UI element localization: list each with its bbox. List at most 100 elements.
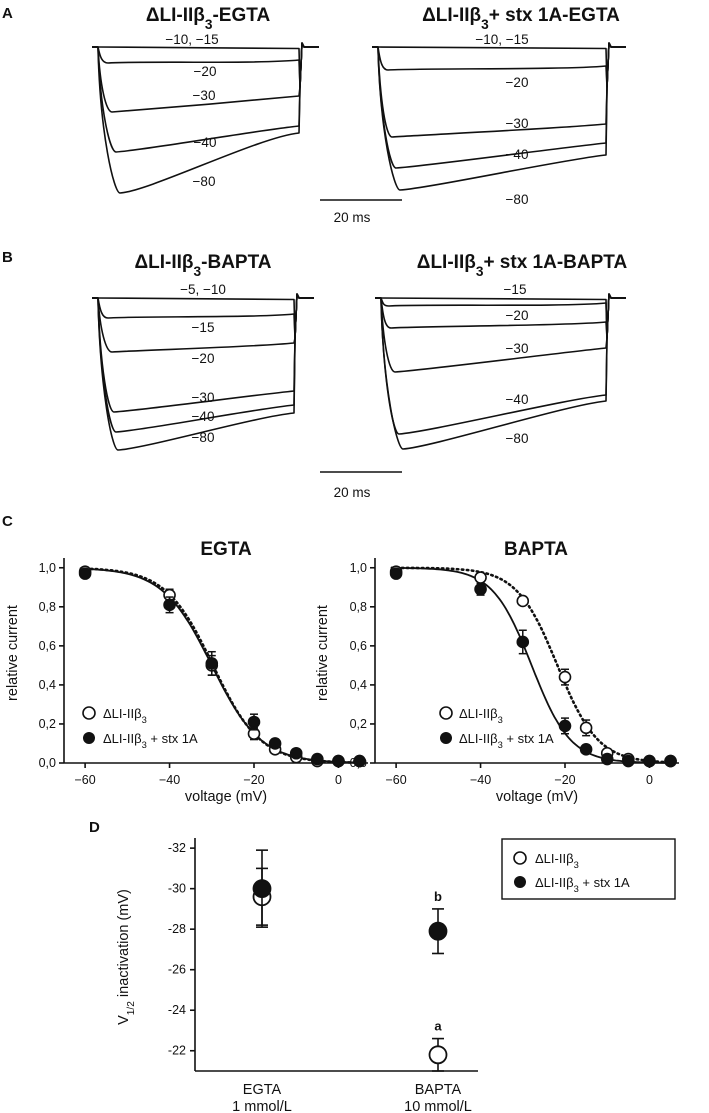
legend-label-filled-d: ΔLI-IIβ3 + stx 1A (535, 875, 630, 894)
bapta-point-filled (643, 754, 656, 768)
bapta-x-tick-label: −20 (554, 773, 575, 787)
egta-stx-trace-2 (372, 42, 626, 88)
legend-label-filled-egta: ΔLI-IIβ3 + stx 1A (103, 731, 198, 750)
bapta-stx-trace-5 (375, 293, 626, 435)
trace-title-egta-stx-text: ΔLI-IIβ3+ stx 1A-EGTA (422, 5, 620, 32)
egta-point-filled (332, 754, 345, 768)
y-axis-label-vhalf: V1/2 inactivation (mV) (116, 889, 137, 1025)
bapta-point-filled (474, 582, 487, 596)
vhalf-y-tick-label: -30 (168, 882, 186, 896)
panel-label-c: C (2, 513, 13, 530)
trace-group-egta-ctrl (92, 42, 319, 194)
panel-label-d: D (89, 819, 100, 836)
bapta-y-tick-label: 0,8 (350, 600, 367, 614)
x-axis-label-egta: voltage (mV) (185, 789, 267, 805)
trace-group-bapta-stx (375, 293, 626, 450)
bapta-ctrl-trace-6 (92, 293, 314, 451)
vhalf-category-label: EGTA (243, 1082, 282, 1098)
legend-marker-filled-d (514, 876, 526, 888)
trace-label-bapta-ctrl-6: −80 (192, 430, 215, 445)
egta-point-filled (268, 737, 282, 750)
bapta-point-filled (579, 743, 593, 756)
egta-point-filled (78, 567, 92, 580)
egta-ctrl-trace-5 (92, 42, 319, 194)
panel-label-b: B (2, 249, 13, 266)
bapta-y-tick-label: 0,0 (350, 756, 367, 770)
vhalf-y-tick-label: -26 (168, 963, 186, 977)
egta-y-tick-label: 1,0 (39, 561, 56, 575)
trace-group-bapta-ctrl (92, 293, 314, 451)
legend-label-filled-egta-text: ΔLI-IIβ3 + stx 1A (103, 731, 198, 750)
egta-stx-trace-4 (372, 42, 626, 169)
legend-marker-filled-bapta (440, 732, 452, 744)
bapta-point-open (516, 594, 530, 608)
egta-y-tick-label: 0,6 (39, 639, 56, 653)
bapta-point-filled (664, 754, 677, 768)
bapta-point-open (474, 571, 487, 584)
vhalf-y-tick-label: -32 (168, 841, 186, 855)
y-axis-label-egta: relative current (5, 605, 21, 701)
chart-title-bapta: BAPTA (504, 539, 568, 560)
vhalf-category-sublabel: 10 mmol/L (404, 1099, 472, 1113)
egta-point-filled (353, 754, 366, 768)
legend-label-open-d-text: ΔLI-IIβ3 (535, 851, 579, 870)
trace-title-egta-stx: ΔLI-IIβ3+ stx 1A-EGTA (422, 5, 620, 32)
vhalf-y-tick-label: -24 (168, 1003, 186, 1017)
bapta-ctrl-trace-3 (92, 293, 314, 353)
bapta-point-filled (389, 567, 403, 580)
egta-y-tick-label: 0,8 (39, 600, 56, 614)
egta-ctrl-trace-4 (92, 42, 319, 153)
legend-label-open-bapta-text: ΔLI-IIβ3 (459, 706, 503, 725)
chart-bapta: 0,0 0,2 0,4 0,6 0,8 1,0 −60 −40 −20 0 (350, 558, 679, 787)
egta-point-filled (205, 657, 219, 670)
egta-y-tick-label: 0,4 (39, 678, 56, 692)
trace-title-bapta-ctrl-text: ΔLI-IIβ3-BAPTA (135, 252, 272, 279)
trace-label-bapta-stx-3: −30 (506, 341, 529, 356)
trace-title-bapta-ctrl: ΔLI-IIβ3-BAPTA (135, 252, 272, 279)
bapta-y-tick-label: 1,0 (350, 561, 367, 575)
trace-title-bapta-stx: ΔLI-IIβ3+ stx 1A-BAPTA (417, 252, 628, 279)
trace-label-bapta-ctrl-4: −30 (192, 390, 215, 405)
panel-label-a: A (2, 5, 13, 22)
trace-label-egta-stx-4: −40 (506, 147, 529, 162)
bapta-stx-trace-2 (375, 293, 626, 339)
egta-point-filled (247, 715, 261, 729)
egta-stx-trace-1 (372, 42, 626, 88)
trace-title-egta-ctrl-text: ΔLI-IIβ3-EGTA (146, 5, 271, 32)
y-axis-label-bapta: relative current (315, 605, 331, 701)
egta-stx-trace-3 (372, 42, 626, 138)
trace-label-egta-stx-3: −30 (506, 116, 529, 131)
bapta-point-open (558, 670, 572, 684)
chart-title-egta: EGTA (200, 539, 252, 560)
trace-label-bapta-ctrl-3: −20 (192, 351, 215, 366)
trace-label-bapta-stx-5: −80 (506, 431, 529, 446)
trace-label-bapta-ctrl-2: −15 (192, 320, 215, 335)
vhalf-category-sublabel: 1 mmol/L (232, 1099, 292, 1113)
trace-label-egta-ctrl-3: −30 (193, 88, 216, 103)
bapta-stx-trace-6 (375, 293, 626, 450)
egta-y-tick-label: 0,0 (39, 756, 56, 770)
scale-bar-b-label: 20 ms (334, 485, 371, 500)
egta-x-tick-label: −60 (75, 773, 96, 787)
egta-point-filled (289, 746, 303, 760)
trace-label-egta-stx-2: −20 (506, 75, 529, 90)
legend-marker-open-d (513, 851, 527, 865)
egta-ctrl-trace-3 (92, 42, 319, 113)
legend-marker-open-egta (82, 706, 96, 720)
vhalf-point-open (428, 1045, 448, 1065)
bapta-x-tick-label: −60 (386, 773, 407, 787)
bapta-point-open (579, 721, 593, 735)
vhalf-y-tick-label: -22 (168, 1044, 186, 1058)
legend-box-d (501, 838, 676, 900)
y-axis-label-vhalf-text: V1/2 inactivation (mV) (116, 889, 137, 1025)
vhalf-point-filled (428, 921, 448, 941)
trace-label-egta-ctrl-1: −10, −15 (165, 32, 218, 47)
trace-label-bapta-stx-2: −20 (506, 308, 529, 323)
trace-label-egta-stx-5: −80 (506, 192, 529, 207)
trace-label-egta-ctrl-4: −40 (194, 135, 217, 150)
legend-label-open-egta-text: ΔLI-IIβ3 (103, 706, 147, 725)
bapta-point-filled (600, 752, 614, 766)
bapta-y-tick-label: 0,2 (350, 717, 367, 731)
